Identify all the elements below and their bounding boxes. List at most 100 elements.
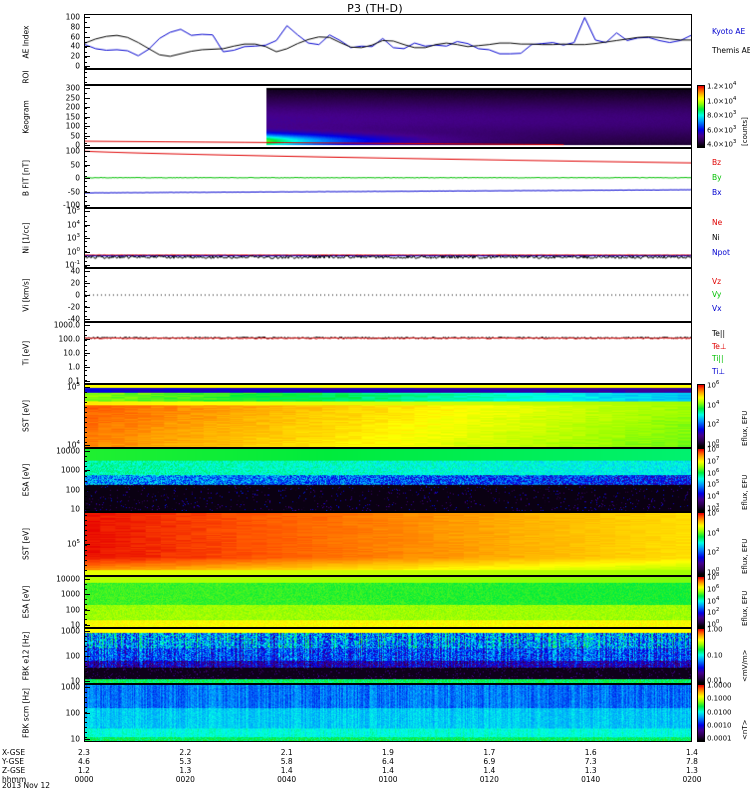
legend-vz: Vz — [712, 276, 722, 286]
tick-mark — [84, 307, 90, 308]
tick-mark — [84, 544, 90, 545]
velocity-panel-y-tick: 0 — [75, 290, 80, 300]
minor-tick — [84, 62, 87, 63]
minor-tick — [84, 466, 87, 467]
minor-tick — [84, 201, 87, 202]
ae-index-panel-y-tick: 20 — [70, 51, 80, 61]
minor-tick — [84, 171, 87, 172]
minor-tick — [84, 256, 87, 257]
x-axis-value: 1.4 — [382, 766, 394, 775]
esa-electron-panel-colorbar-tick: 107 — [707, 455, 720, 466]
legend-vx: Vx — [712, 303, 722, 313]
tick-mark — [84, 445, 90, 446]
x-axis-value: 0020 — [175, 775, 195, 784]
x-axis-value: 4.6 — [78, 757, 90, 766]
minor-tick — [84, 565, 87, 566]
legend-ti: Ti|| — [712, 354, 724, 364]
esa-ion-panel-plot-area — [85, 577, 691, 627]
minor-tick — [84, 22, 87, 23]
x-axis-value: 1.3 — [179, 766, 192, 775]
minor-tick — [84, 133, 87, 134]
esa-electron-panel-colorbar-tick: 106 — [707, 467, 720, 478]
x-axis-value: 1.4 — [483, 766, 496, 775]
minor-tick — [84, 47, 87, 48]
minor-tick — [84, 560, 87, 561]
tick-mark — [84, 251, 90, 253]
velocity-panel-y-tick: 20 — [70, 278, 80, 288]
minor-tick — [84, 432, 87, 433]
legend-bz: Bz — [712, 158, 722, 167]
tick-mark — [84, 579, 90, 580]
minor-tick — [84, 37, 87, 38]
minor-tick — [84, 619, 87, 620]
roi-panel-y-label: ROI — [21, 70, 31, 84]
tick-mark — [84, 88, 90, 89]
minor-tick — [84, 681, 87, 682]
x-axis-value: 6.4 — [382, 757, 394, 766]
sst-ion-panel-colorbar-unit: Eflux, EFU — [741, 538, 749, 574]
minor-tick — [84, 636, 87, 637]
tick-mark — [84, 451, 90, 452]
tick-mark — [84, 295, 90, 296]
x-axis-value: 1.3 — [686, 766, 698, 775]
esa-electron-panel-y-tick: 1000 — [60, 465, 80, 475]
fbk-bfield-panel-colorbar — [697, 684, 705, 742]
esa-electron-panel-y-tick: 10 — [70, 504, 80, 514]
minor-tick — [84, 380, 87, 381]
tick-mark — [84, 470, 90, 472]
ae-index-panel — [84, 14, 692, 69]
esa-electron-panel-colorbar-tick: 104 — [707, 491, 720, 501]
tick-mark — [84, 594, 90, 596]
minor-tick — [84, 594, 87, 595]
minor-tick — [84, 520, 87, 521]
fbk-efield-panel-colorbar-tick: 0.10 — [707, 651, 723, 659]
keogram-panel-colorbar-tick: 6.0×103 — [707, 124, 737, 134]
tick-mark — [84, 238, 90, 239]
minor-tick — [84, 550, 87, 551]
x-axis-value: 1.9 — [382, 748, 394, 757]
tick-mark — [84, 367, 90, 368]
minor-tick — [84, 266, 87, 267]
minor-tick — [84, 271, 87, 272]
minor-tick — [84, 17, 87, 18]
minor-tick — [84, 93, 87, 94]
minor-tick — [84, 246, 87, 247]
minor-tick — [84, 392, 87, 393]
minor-tick — [84, 486, 87, 487]
legend-by: By — [712, 173, 722, 182]
minor-tick — [84, 609, 87, 610]
density-panel-y-tick: 10-1 — [64, 259, 80, 270]
keogram-panel-colorbar-tick: 1.0×104 — [707, 95, 737, 105]
velocity-panel-y-tick: 40 — [70, 266, 80, 276]
tick-mark — [84, 387, 90, 388]
minor-tick — [84, 156, 87, 157]
minor-tick — [84, 387, 87, 388]
minor-tick — [84, 236, 87, 237]
fbk-efield-panel-y-tick: 100 — [65, 651, 80, 661]
fbk-efield-panel-plot-area — [85, 629, 691, 683]
tick-mark — [84, 739, 90, 740]
tick-mark — [84, 489, 90, 491]
keogram-panel-y-tick: 200 — [65, 102, 80, 112]
minor-tick — [84, 151, 87, 152]
sst-electron-panel-colorbar-tick: 104 — [707, 399, 720, 410]
minor-tick — [84, 476, 87, 477]
minor-tick — [84, 42, 87, 43]
tick-mark — [84, 609, 90, 611]
x-axis-value: 0200 — [682, 775, 702, 784]
esa-ion-panel-colorbar-unit: Eflux, EFU — [741, 590, 749, 626]
minor-tick — [84, 702, 87, 703]
minor-tick — [84, 614, 87, 615]
x-axis-row-label-hhmm: hhmm — [2, 775, 27, 784]
minor-tick — [84, 417, 87, 418]
minor-tick — [84, 335, 87, 336]
legend-ne: Ne — [712, 218, 723, 227]
minor-tick — [84, 555, 87, 556]
esa-electron-panel-colorbar-tick: 108 — [707, 444, 720, 454]
minor-tick — [84, 666, 87, 667]
temperature-panel-plot-area — [85, 323, 691, 383]
sst-electron-panel-y-label: SST [eV] — [21, 399, 31, 433]
x-axis-value: 2.1 — [280, 748, 293, 757]
minor-tick — [84, 732, 87, 733]
density-panel — [84, 208, 692, 268]
